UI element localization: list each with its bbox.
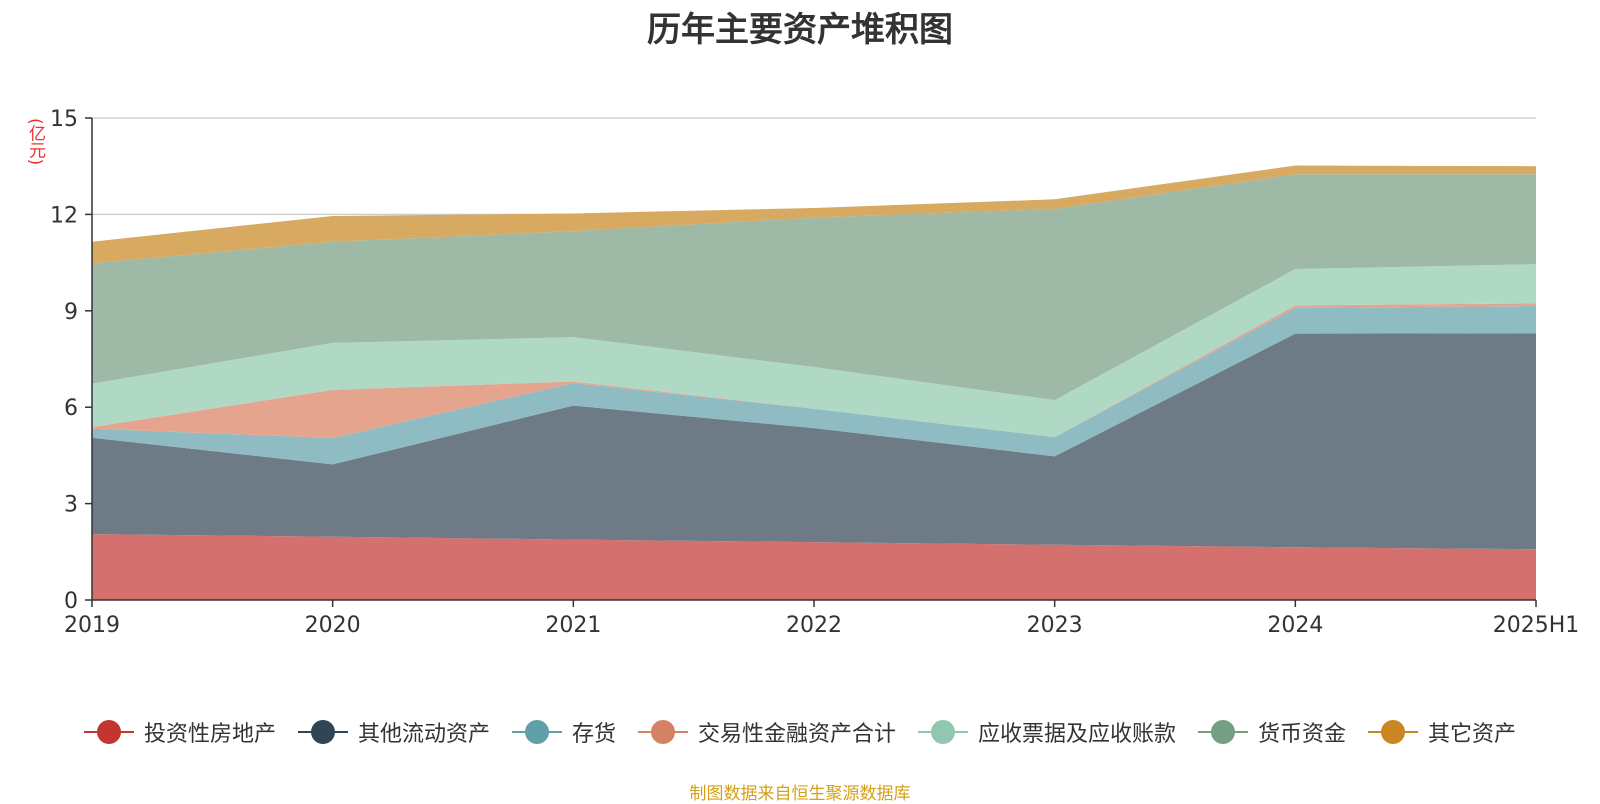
legend-marker-icon xyxy=(83,720,134,744)
x-tick-label: 2021 xyxy=(545,613,601,638)
y-tick-label: 15 xyxy=(50,107,78,132)
y-tick-label: 3 xyxy=(64,493,78,518)
legend-label: 投资性房地产 xyxy=(143,722,276,747)
legend-item-3[interactable]: 交易性金融资产合计 xyxy=(637,716,896,748)
legend-marker-icon xyxy=(918,720,968,744)
legend-label: 存货 xyxy=(571,722,616,747)
y-tick-label: 9 xyxy=(64,300,78,325)
area-series-1[interactable] xyxy=(92,333,1536,550)
x-tick-label: 2019 xyxy=(64,613,120,638)
legend-label: 其他流动资产 xyxy=(357,722,490,747)
legend-marker-icon xyxy=(1198,720,1249,744)
x-tick-label: 2020 xyxy=(305,613,361,638)
legend-label: 交易性金融资产合计 xyxy=(697,722,896,747)
legend-item-0[interactable]: 投资性房地产 xyxy=(83,716,276,748)
legend-item-6[interactable]: 其它资产 xyxy=(1368,716,1516,748)
legend-marker-icon xyxy=(511,720,562,744)
legend-item-1[interactable]: 其他流动资产 xyxy=(297,716,490,748)
legend-label: 应收票据及应收账款 xyxy=(978,722,1177,747)
tick-labels: 0 3 6 9 12 15 2019 2020 2021 2022 2023 2024 2025H1 xyxy=(50,107,1579,638)
x-tick-label: 2023 xyxy=(1027,613,1083,638)
chart-title: 历年主要资产堆积图 xyxy=(647,10,953,50)
x-tick-label: 2025H1 xyxy=(1493,613,1580,638)
area-series-5[interactable] xyxy=(92,174,1536,401)
area-series-0[interactable] xyxy=(92,534,1536,600)
area-series-6[interactable] xyxy=(92,165,1536,264)
x-tick-label: 2022 xyxy=(786,613,842,638)
y-tick-label: 6 xyxy=(64,396,78,421)
y-axis-unit-label: (亿元) xyxy=(25,118,45,166)
legend: 投资性房地产 其他流动资产 存货 交易性金融资产合计 应收票据及应收账款 货币资金 其它资产 xyxy=(0,716,1600,748)
y-tick-label: 12 xyxy=(50,203,78,228)
y-tick-label: 0 xyxy=(64,589,78,614)
legend-label: 其它资产 xyxy=(1428,722,1517,747)
legend-marker-icon xyxy=(297,720,348,744)
legend-item-2[interactable]: 存货 xyxy=(511,716,616,748)
source-note: 制图数据来自恒生聚源数据库 xyxy=(689,784,911,804)
legend-marker-icon xyxy=(637,720,688,744)
legend-marker-icon xyxy=(1368,720,1419,744)
legend-label: 货币资金 xyxy=(1258,722,1347,747)
area-series-3[interactable] xyxy=(92,303,1536,439)
legend-item-4[interactable]: 应收票据及应收账款 xyxy=(918,716,1176,748)
area-series-2[interactable] xyxy=(92,305,1536,465)
x-tick-label: 2024 xyxy=(1267,613,1323,638)
legend-item-5[interactable]: 货币资金 xyxy=(1198,716,1346,748)
area-series xyxy=(92,165,1536,600)
area-series-4[interactable] xyxy=(92,264,1536,438)
